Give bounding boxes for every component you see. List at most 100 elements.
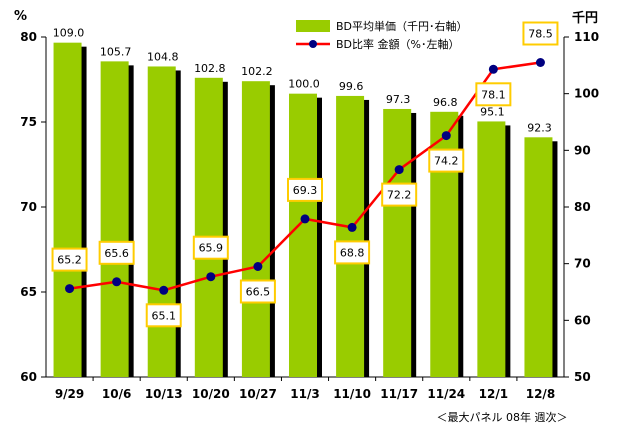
x-axis-tick-label: 11/24 — [427, 387, 465, 401]
line-label-group: 69.3 — [287, 177, 323, 202]
x-axis-tick-label: 10/20 — [192, 387, 230, 401]
line-label-group: 68.8 — [334, 240, 371, 265]
line-point — [300, 214, 310, 224]
line-data-label: 78.1 — [481, 88, 506, 101]
line-series — [65, 58, 545, 295]
left-axis: 60 65 70 75 80% — [14, 9, 46, 384]
x-axis-tick-label: 11/3 — [290, 387, 319, 401]
x-axis: 9/29 10/6 10/13 10/20 10/27 11/3 11/10 11/17 11/… — [55, 377, 555, 401]
line-data-label: 68.8 — [340, 246, 365, 259]
right-axis: 50 60 70 80 90 100 110 千円 — [564, 10, 599, 384]
bar-data-label: 102.2 — [241, 65, 273, 78]
line-label-box — [145, 303, 182, 328]
bar — [100, 61, 129, 377]
bar-labels: 109.0 105.7 104.8 102.8 102.2 100.0 99.6 97.3 96… — [53, 27, 552, 135]
line-point — [535, 58, 545, 67]
line-label-group: 65.1 — [145, 303, 182, 328]
right-axis-tick-label: 90 — [574, 143, 591, 157]
x-axis-tick-label: 9/29 — [55, 387, 84, 401]
line-labels: 65.2 65.6 65.1 65.9 66.5 69.3 68.8 72.2 74.2 78.1… — [51, 21, 559, 328]
bar-data-label: 95.1 — [480, 105, 505, 118]
bar — [477, 121, 506, 377]
right-axis-tick-label: 70 — [574, 257, 591, 271]
bar-data-label: 109.0 — [53, 27, 85, 40]
line-label-group: 78.1 — [475, 82, 512, 107]
line-label-group: 65.6 — [98, 240, 135, 265]
bar-data-label: 97.3 — [386, 93, 411, 106]
x-axis-tick-label: 10/27 — [239, 387, 277, 401]
x-axis-tick-label: 11/10 — [333, 387, 371, 401]
bar — [147, 66, 176, 377]
line-label-group: 74.2 — [428, 148, 465, 173]
line-point — [253, 262, 263, 271]
right-axis-tick-label: 100 — [574, 87, 599, 101]
right-axis-tick-label: 60 — [574, 313, 591, 327]
legend-bar-swatch — [296, 20, 330, 32]
bar — [241, 81, 270, 377]
x-axis-tick-label: 10/13 — [145, 387, 183, 401]
line-data-label: 72.2 — [387, 189, 412, 202]
line-label-box — [192, 235, 229, 260]
line-label-box — [239, 279, 276, 304]
line-label-box — [381, 182, 418, 207]
bar — [289, 93, 317, 378]
left-axis-tick-label: 75 — [20, 115, 37, 129]
right-axis-tick-label: 110 — [574, 30, 599, 44]
bar-data-label: 105.7 — [100, 45, 132, 58]
x-axis-tick-label: 12/8 — [526, 387, 555, 401]
line-data-label: 66.5 — [246, 286, 271, 299]
bar-data-label: 104.8 — [147, 50, 179, 63]
right-axis-tick-label: 50 — [574, 370, 591, 384]
line-label-box — [475, 82, 512, 107]
bar-data-label: 99.6 — [339, 80, 364, 93]
line-data-label: 65.2 — [57, 254, 82, 267]
right-axis-tick-label: 80 — [574, 200, 591, 214]
bar — [53, 42, 82, 378]
line-data-label: 65.1 — [151, 309, 176, 322]
bar — [524, 137, 553, 377]
left-axis-tick-label: 65 — [20, 285, 37, 299]
legend: BD平均単価（千円･右軸） BD比率 金額（%･左軸） — [296, 19, 468, 51]
bar-data-label: 96.8 — [433, 96, 458, 109]
bar — [194, 77, 223, 378]
line-data-label: 65.6 — [104, 247, 129, 260]
line-label-box — [98, 240, 135, 265]
bar-data-label: 102.8 — [194, 62, 226, 75]
line-data-label: 69.3 — [293, 184, 318, 197]
left-axis-unit: % — [14, 9, 27, 24]
line-label-group: 65.2 — [51, 247, 88, 272]
line-label-group: 66.5 — [239, 279, 276, 304]
bar — [383, 108, 412, 377]
bar-data-label: 92.3 — [527, 121, 552, 134]
line-data-label: 65.9 — [199, 242, 224, 255]
bar — [336, 95, 365, 377]
bar-data-label: 100.0 — [288, 78, 320, 91]
line-point — [347, 222, 357, 232]
line-data-label: 74.2 — [434, 155, 459, 168]
line-label-box — [287, 177, 323, 202]
legend-line-marker — [309, 40, 317, 48]
left-axis-tick-label: 70 — [20, 200, 37, 214]
line-point — [394, 165, 404, 175]
line-point — [112, 277, 122, 287]
right-axis-unit: 千円 — [572, 10, 598, 26]
line-label-box — [334, 240, 371, 265]
line-point — [206, 272, 216, 282]
line-point — [65, 284, 75, 294]
x-axis-tick-label: 12/1 — [479, 387, 508, 401]
line-label-group: 78.5 — [522, 21, 559, 46]
x-axis-tick-label: 10/6 — [102, 387, 131, 401]
x-axis-tick-label: 11/17 — [380, 387, 418, 401]
line-label-box — [51, 247, 88, 272]
line-label-box — [428, 148, 465, 173]
line-point — [488, 64, 498, 74]
line-label-box — [522, 21, 559, 46]
left-axis-tick-label: 60 — [20, 370, 37, 384]
source-note: ＜最大パネル 08年 週次＞ — [437, 410, 568, 424]
line-point — [159, 285, 169, 295]
legend-line-label: BD比率 金額（%･左軸） — [336, 37, 459, 51]
line-label-group: 65.9 — [192, 235, 229, 260]
left-axis-tick-label: 80 — [20, 30, 37, 44]
legend-bar-label: BD平均単価（千円･右軸） — [336, 19, 468, 33]
